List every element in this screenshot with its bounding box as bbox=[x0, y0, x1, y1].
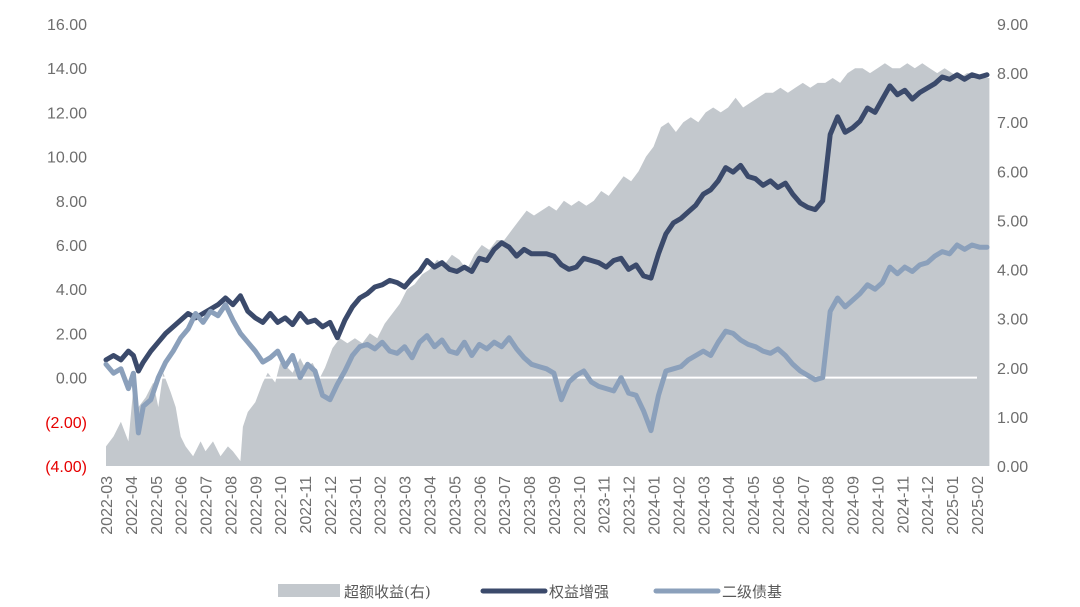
x-axis-tick-label: 2023-04 bbox=[423, 476, 440, 535]
x-axis-tick-label: 2024-07 bbox=[796, 476, 813, 535]
left-axis-tick-label: (4.00) bbox=[45, 459, 87, 476]
left-y-axis: 16.00 14.00 12.00 10.00 8.00 6.00 4.00 2.00 0.00… bbox=[45, 17, 87, 476]
left-axis-tick-label: 16.00 bbox=[47, 17, 87, 34]
x-axis-tick-label: 2024-01 bbox=[647, 476, 664, 535]
x-axis-tick-label: 2022-11 bbox=[298, 476, 315, 534]
series-line-secondary-bond-fund bbox=[103, 242, 990, 436]
x-axis-tick-label: 2025-02 bbox=[970, 476, 987, 535]
x-axis-tick-label: 2023-06 bbox=[472, 476, 489, 535]
x-axis-tick-label: 2024-04 bbox=[721, 476, 738, 535]
right-axis-tick-label: 7.00 bbox=[997, 115, 1028, 132]
x-axis-tick-label: 2024-11 bbox=[895, 476, 912, 534]
right-axis-tick-label: 9.00 bbox=[997, 17, 1028, 34]
legend-label: 二级债基 bbox=[722, 583, 782, 601]
x-axis-tick-label: 2023-11 bbox=[597, 476, 614, 534]
legend: 超额收益(右) 权益增强 二级债基 bbox=[278, 583, 782, 601]
x-axis-tick-label: 2022-09 bbox=[248, 476, 265, 535]
x-axis-tick-label: 2024-08 bbox=[821, 476, 838, 535]
x-axis-tick-label: 2024-06 bbox=[771, 476, 788, 535]
x-axis-tick-label: 2024-05 bbox=[746, 476, 763, 535]
x-axis-tick-label: 2023-03 bbox=[398, 476, 415, 535]
x-axis-tick-label: 2025-01 bbox=[945, 476, 962, 535]
x-axis-tick-label: 2023-01 bbox=[348, 476, 365, 535]
x-axis-tick-label: 2022-04 bbox=[124, 476, 141, 535]
x-axis-tick-label: 2023-05 bbox=[447, 476, 464, 535]
right-axis-tick-label: 4.00 bbox=[997, 263, 1028, 280]
x-axis-tick-label: 2022-07 bbox=[199, 476, 216, 535]
x-axis-tick-label: 2023-10 bbox=[572, 476, 589, 535]
x-axis-tick-label: 2023-02 bbox=[373, 476, 390, 535]
right-axis-tick-label: 1.00 bbox=[997, 410, 1028, 427]
x-axis-tick-label: 2023-12 bbox=[622, 476, 639, 535]
x-axis-tick-label: 2023-08 bbox=[522, 476, 539, 535]
right-axis-tick-label: 6.00 bbox=[997, 164, 1028, 181]
x-axis-tick-label: 2024-10 bbox=[871, 476, 888, 535]
left-axis-tick-label: 6.00 bbox=[56, 238, 87, 255]
excess-return-area-layer bbox=[106, 63, 990, 467]
x-axis-tick-label: 2024-09 bbox=[846, 476, 863, 535]
x-axis-tick-label: 2022-03 bbox=[99, 476, 116, 535]
x-axis-tick-label: 2022-10 bbox=[273, 476, 290, 535]
right-y-axis: 9.00 8.00 7.00 6.00 5.00 4.00 3.00 2.00 1.00 0.00 bbox=[997, 17, 1028, 476]
x-axis-tick-label: 2023-09 bbox=[547, 476, 564, 535]
left-axis-tick-label: 8.00 bbox=[56, 194, 87, 211]
x-axis-tick-label: 2022-06 bbox=[174, 476, 191, 535]
legend-swatch-area bbox=[278, 584, 340, 597]
x-axis-tick-label: 2023-07 bbox=[497, 476, 514, 535]
series-area-excess-return bbox=[106, 63, 990, 467]
right-axis-tick-label: 3.00 bbox=[997, 312, 1028, 329]
right-axis-tick-label: 8.00 bbox=[997, 66, 1028, 83]
series-line-equity-enhanced bbox=[103, 72, 990, 374]
left-axis-tick-label: (2.00) bbox=[45, 415, 87, 432]
left-axis-tick-label: 2.00 bbox=[56, 326, 87, 343]
x-axis-tick-label: 2022-05 bbox=[149, 476, 166, 535]
left-axis-tick-label: 0.00 bbox=[56, 371, 87, 388]
right-axis-tick-label: 0.00 bbox=[997, 459, 1028, 476]
left-axis-tick-label: 12.00 bbox=[47, 105, 87, 122]
legend-label: 超额收益(右) bbox=[344, 583, 431, 601]
left-axis-tick-label: 4.00 bbox=[56, 282, 87, 299]
series-lines-layer bbox=[103, 72, 990, 436]
x-axis-tick-label: 2022-08 bbox=[223, 476, 240, 535]
right-axis-tick-label: 2.00 bbox=[997, 361, 1028, 378]
x-axis: 2022-03 2022-04 2022-05 2022-06 2022-07 2022-… bbox=[99, 476, 987, 535]
x-axis-tick-label: 2022-12 bbox=[323, 476, 340, 535]
legend-label: 权益增强 bbox=[549, 583, 609, 601]
left-axis-tick-label: 10.00 bbox=[47, 150, 87, 167]
right-axis-tick-label: 5.00 bbox=[997, 213, 1028, 230]
x-axis-tick-label: 2024-02 bbox=[671, 476, 688, 535]
left-axis-tick-label: 14.00 bbox=[47, 61, 87, 78]
x-axis-tick-label: 2024-03 bbox=[696, 476, 713, 535]
x-axis-tick-label: 2024-12 bbox=[920, 476, 937, 535]
